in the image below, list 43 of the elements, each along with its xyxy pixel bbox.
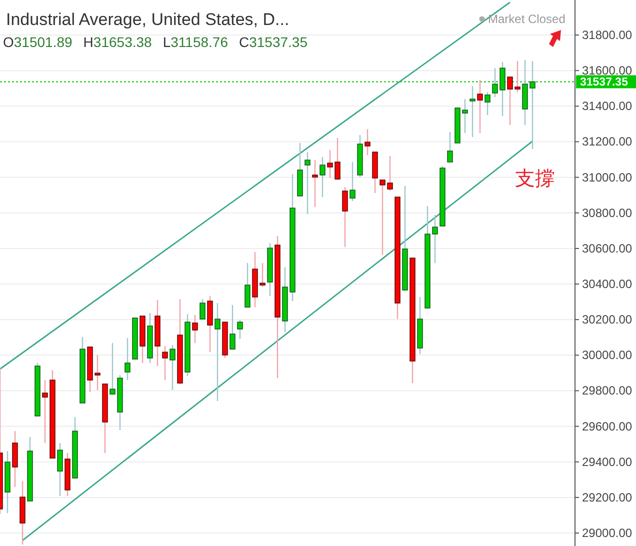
y-tick-label: 31200.00 [582,134,632,149]
y-tick-label: 30600.00 [582,241,632,256]
candlestick [57,442,63,497]
candlestick [342,186,348,248]
candlestick [477,79,483,134]
candlestick [244,262,250,308]
y-tick-label: 29800.00 [582,384,632,398]
y-tick-label: 30800.00 [582,206,632,220]
candlestick [214,302,220,402]
candlestick [200,298,206,320]
text: Industrial Average, United States, D... [6,10,290,29]
annotation: Market Closed [488,12,566,26]
y-tick-label: 30400.00 [582,277,632,292]
candlestick [237,320,243,340]
y-tick-label: 31400.00 [582,99,632,114]
candlestick [470,85,476,138]
ref-line-label: 31537.35 [580,76,629,89]
annotation: O31501.89 [3,34,72,50]
y-tick-label: 31800.00 [582,28,632,42]
candlestick [170,344,176,391]
y-tick-label: 30200.00 [582,312,632,327]
candlestick [304,151,310,215]
y-tick-label: 29600.00 [582,419,632,434]
candlestick [484,92,490,116]
annotation: C31537.35 [238,34,308,50]
candlestick [312,159,318,208]
y-tick-label: 29000.00 [582,526,632,540]
y-tick-label: 29200.00 [582,490,632,504]
candlestick [230,304,236,350]
y-tick-label: 31000.00 [582,170,632,184]
candlestick [124,337,130,381]
annotation: 支撐 [515,168,555,190]
candlestick [350,161,356,202]
candlestick [447,131,453,163]
candlestick [320,156,326,198]
annotation: L31158.76 [162,34,228,50]
candlestick [192,314,198,344]
y-tick-label: 31600.00 [582,64,632,78]
y-tick-label: 30000.00 [582,348,632,362]
candlestick [364,128,370,156]
annotation: H31653.38 [83,34,152,50]
candlestick [162,345,168,381]
y-tick-label: 29400.00 [582,454,632,469]
